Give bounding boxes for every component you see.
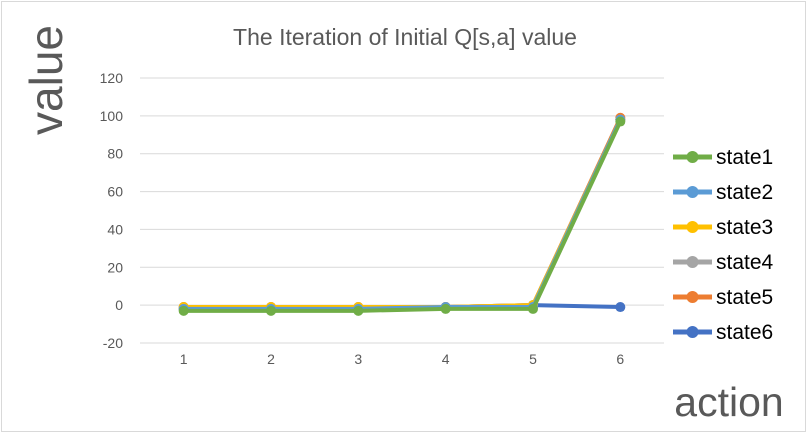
series-line <box>181 117 623 310</box>
x-tick-label: 2 <box>267 351 275 367</box>
y-tick-label: 0 <box>115 297 123 313</box>
legend-item-state3: state3 <box>673 216 773 239</box>
y-tick-label: 20 <box>107 259 123 275</box>
x-tick-label: 5 <box>529 351 537 367</box>
legend-label: state3 <box>716 216 773 239</box>
legend-marker <box>686 326 699 338</box>
series-line <box>181 117 623 311</box>
legend-label: state2 <box>716 181 773 204</box>
legend-item-state6: state6 <box>673 321 773 344</box>
data-point <box>178 305 189 316</box>
series-state2 <box>178 114 626 314</box>
series-line <box>181 119 623 313</box>
legend-marker <box>686 221 699 233</box>
legend-marker <box>686 291 699 303</box>
gridlines <box>140 77 664 344</box>
series-lines <box>178 112 626 316</box>
y-tick-labels: -20 0 20 40 60 80 100 120 <box>100 70 124 351</box>
y-tick-label: 120 <box>100 70 124 86</box>
legend-label: state1 <box>716 146 773 169</box>
legend-item-state4: state4 <box>673 251 774 274</box>
legend-item-state5: state5 <box>673 286 773 309</box>
x-tick-label: 1 <box>180 351 188 367</box>
y-tick-label: 60 <box>107 184 123 200</box>
x-axis-title: action <box>674 379 783 425</box>
x-tick-label: 4 <box>442 351 450 367</box>
series-line <box>181 115 623 310</box>
series-state5 <box>178 112 626 313</box>
legend-label: state5 <box>716 286 773 309</box>
legend-item-state2: state2 <box>673 181 773 204</box>
series-state1 <box>178 116 626 316</box>
y-tick-label: 80 <box>107 146 123 162</box>
legend-marker <box>686 151 699 163</box>
data-point <box>528 303 538 314</box>
x-tick-labels: 1 2 3 4 5 6 <box>180 351 625 367</box>
x-tick-label: 3 <box>354 351 362 367</box>
x-tick-label: 6 <box>616 351 624 367</box>
data-point <box>615 116 626 127</box>
legend-label: state6 <box>716 321 773 344</box>
chart-title: The Iteration of Initial Q[s,a] value <box>233 24 577 50</box>
legend-label: state4 <box>716 251 774 274</box>
series-line <box>181 117 623 310</box>
y-axis-title: value <box>20 25 72 135</box>
y-tick-label: -20 <box>103 335 123 351</box>
series-state4 <box>178 114 626 313</box>
data-point <box>266 305 276 316</box>
legend-marker <box>686 186 699 198</box>
data-point <box>440 303 451 314</box>
y-tick-label: 40 <box>107 221 123 237</box>
legend-marker <box>686 256 699 268</box>
y-tick-label: 100 <box>100 108 124 124</box>
legend: state1 state2 state3 state4 state5 state6 <box>673 146 774 344</box>
data-point <box>615 302 626 313</box>
series-state3 <box>178 114 626 313</box>
data-point <box>353 305 364 316</box>
legend-item-state1: state1 <box>673 146 773 169</box>
